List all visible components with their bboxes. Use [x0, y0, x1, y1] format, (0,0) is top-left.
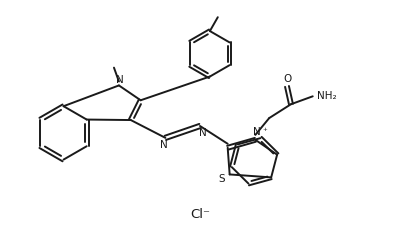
Text: NH₂: NH₂ — [317, 91, 336, 101]
Text: Cl⁻: Cl⁻ — [190, 209, 210, 221]
Text: S: S — [218, 174, 225, 184]
Text: O: O — [283, 73, 291, 84]
Text: N: N — [253, 127, 261, 137]
Text: N: N — [199, 128, 207, 138]
Text: N: N — [160, 140, 167, 150]
Text: N: N — [116, 75, 124, 86]
Text: ⁺: ⁺ — [263, 127, 268, 136]
